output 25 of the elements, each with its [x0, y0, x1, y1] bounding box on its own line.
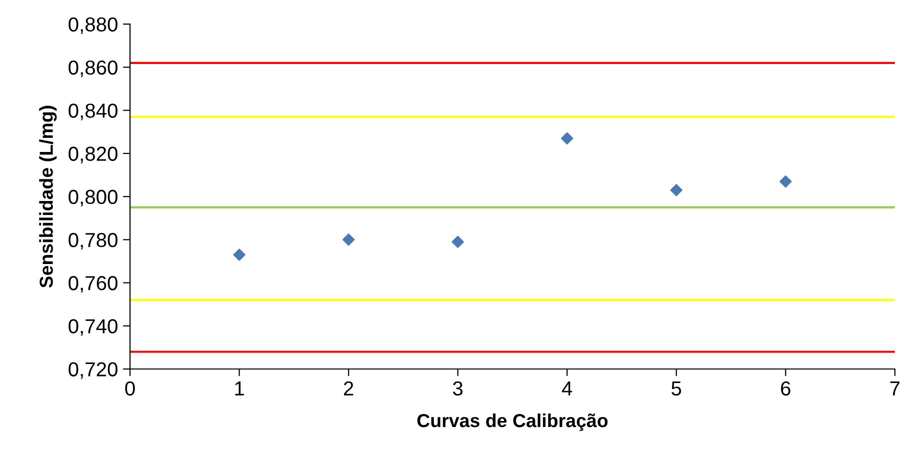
x-tick-label: 6 [781, 381, 790, 396]
x-tick-label: 0 [125, 381, 135, 396]
y-tick-label: 0,860 [68, 60, 118, 78]
point [233, 248, 246, 261]
point [561, 132, 574, 144]
point [452, 236, 464, 248]
y-tick-label: 0,760 [68, 276, 118, 293]
point [342, 234, 355, 246]
y-tick-label: 0,840 [68, 104, 118, 120]
point [670, 184, 682, 196]
x-axis-title: Curvas de Calibração [417, 413, 608, 431]
x-tick-label: 4 [562, 382, 572, 396]
x-tick-label: 2 [344, 381, 354, 396]
y-tick-label: 0,780 [68, 232, 118, 250]
y-tick-label: 0,720 [68, 362, 118, 379]
x-tick-label: 7 [890, 382, 900, 396]
x-tick-label: 3 [452, 381, 463, 396]
y-tick-label: 0,880 [68, 17, 118, 34]
y-axis-title: Sensibilidade (L/mg) [39, 106, 57, 288]
y-tick-label: 0,800 [68, 190, 118, 206]
y-tick-label: 0,740 [68, 319, 118, 336]
x-tick-label: 1 [235, 382, 244, 396]
y-tick-label: 0,820 [68, 146, 118, 164]
point [780, 175, 792, 188]
x-tick-label: 5 [672, 382, 682, 396]
